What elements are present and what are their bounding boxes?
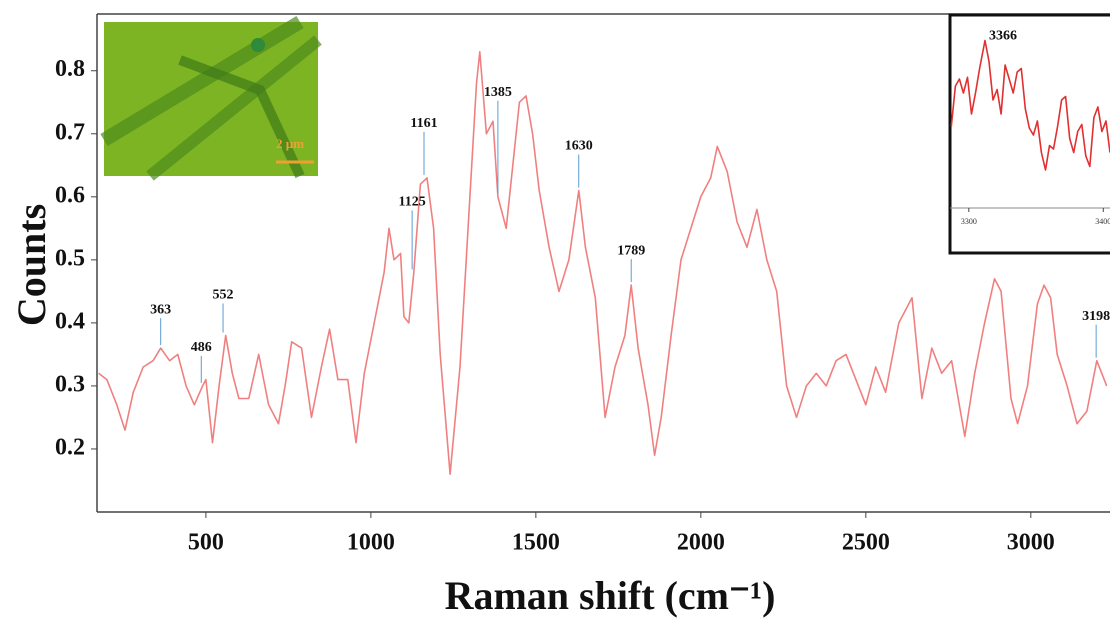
inset-annotation-label: 3366 — [989, 29, 1017, 44]
x-tick-label: 2500 — [842, 530, 890, 556]
x-tick-label: 2000 — [677, 530, 725, 556]
annotation-label: 552 — [213, 288, 234, 303]
annotation-label: 486 — [191, 340, 212, 355]
y-tick-label: 0.5 — [55, 245, 85, 271]
annotation-label: 1125 — [399, 195, 426, 210]
annotation-label: 1161 — [410, 116, 437, 131]
inset-curve — [950, 39, 1110, 171]
spectrum-line — [950, 39, 1110, 171]
x-tick-label: 1500 — [512, 530, 560, 556]
fiber — [178, 55, 305, 179]
y-tick-label: 0.3 — [55, 371, 85, 397]
y-tick-label: 0.4 — [55, 308, 85, 334]
annotation-label: 1789 — [617, 243, 645, 258]
annotation-label: 1630 — [565, 139, 593, 154]
micrograph-image — [104, 22, 318, 176]
y-tick-label: 0.7 — [55, 119, 85, 145]
x-tick-label: 3000 — [1007, 530, 1055, 556]
annotation-label: 3198 — [1082, 309, 1110, 324]
annotation-label: 363 — [150, 302, 171, 317]
x-tick-label: 500 — [188, 530, 224, 556]
scale-bar-label: 2 µm — [276, 136, 304, 151]
y-tick-label: 0.6 — [55, 182, 85, 208]
plot-area — [98, 51, 1108, 475]
inset-plot: 3300 3400 3366 — [950, 29, 1110, 226]
y-tick-label: 0.8 — [55, 56, 85, 82]
y-axis-title: Counts — [9, 204, 54, 326]
x-tick-label: 3400 — [1095, 217, 1110, 226]
y-tick-label: 0.2 — [55, 434, 85, 460]
annotations: 363 486 552 1125 1161 1385 1630 1789 3198 — [150, 85, 1110, 383]
fiber — [146, 35, 322, 181]
x-tick-label: 1000 — [347, 530, 395, 556]
spectrum-line — [98, 51, 1108, 475]
micrograph: 2 µm — [100, 16, 322, 181]
spot — [251, 38, 265, 52]
x-axis-title: Raman shift (cm⁻¹) — [445, 573, 776, 618]
annotation-label: 1385 — [484, 85, 512, 100]
x-tick-label: 3300 — [961, 217, 977, 226]
fiber — [100, 16, 304, 146]
